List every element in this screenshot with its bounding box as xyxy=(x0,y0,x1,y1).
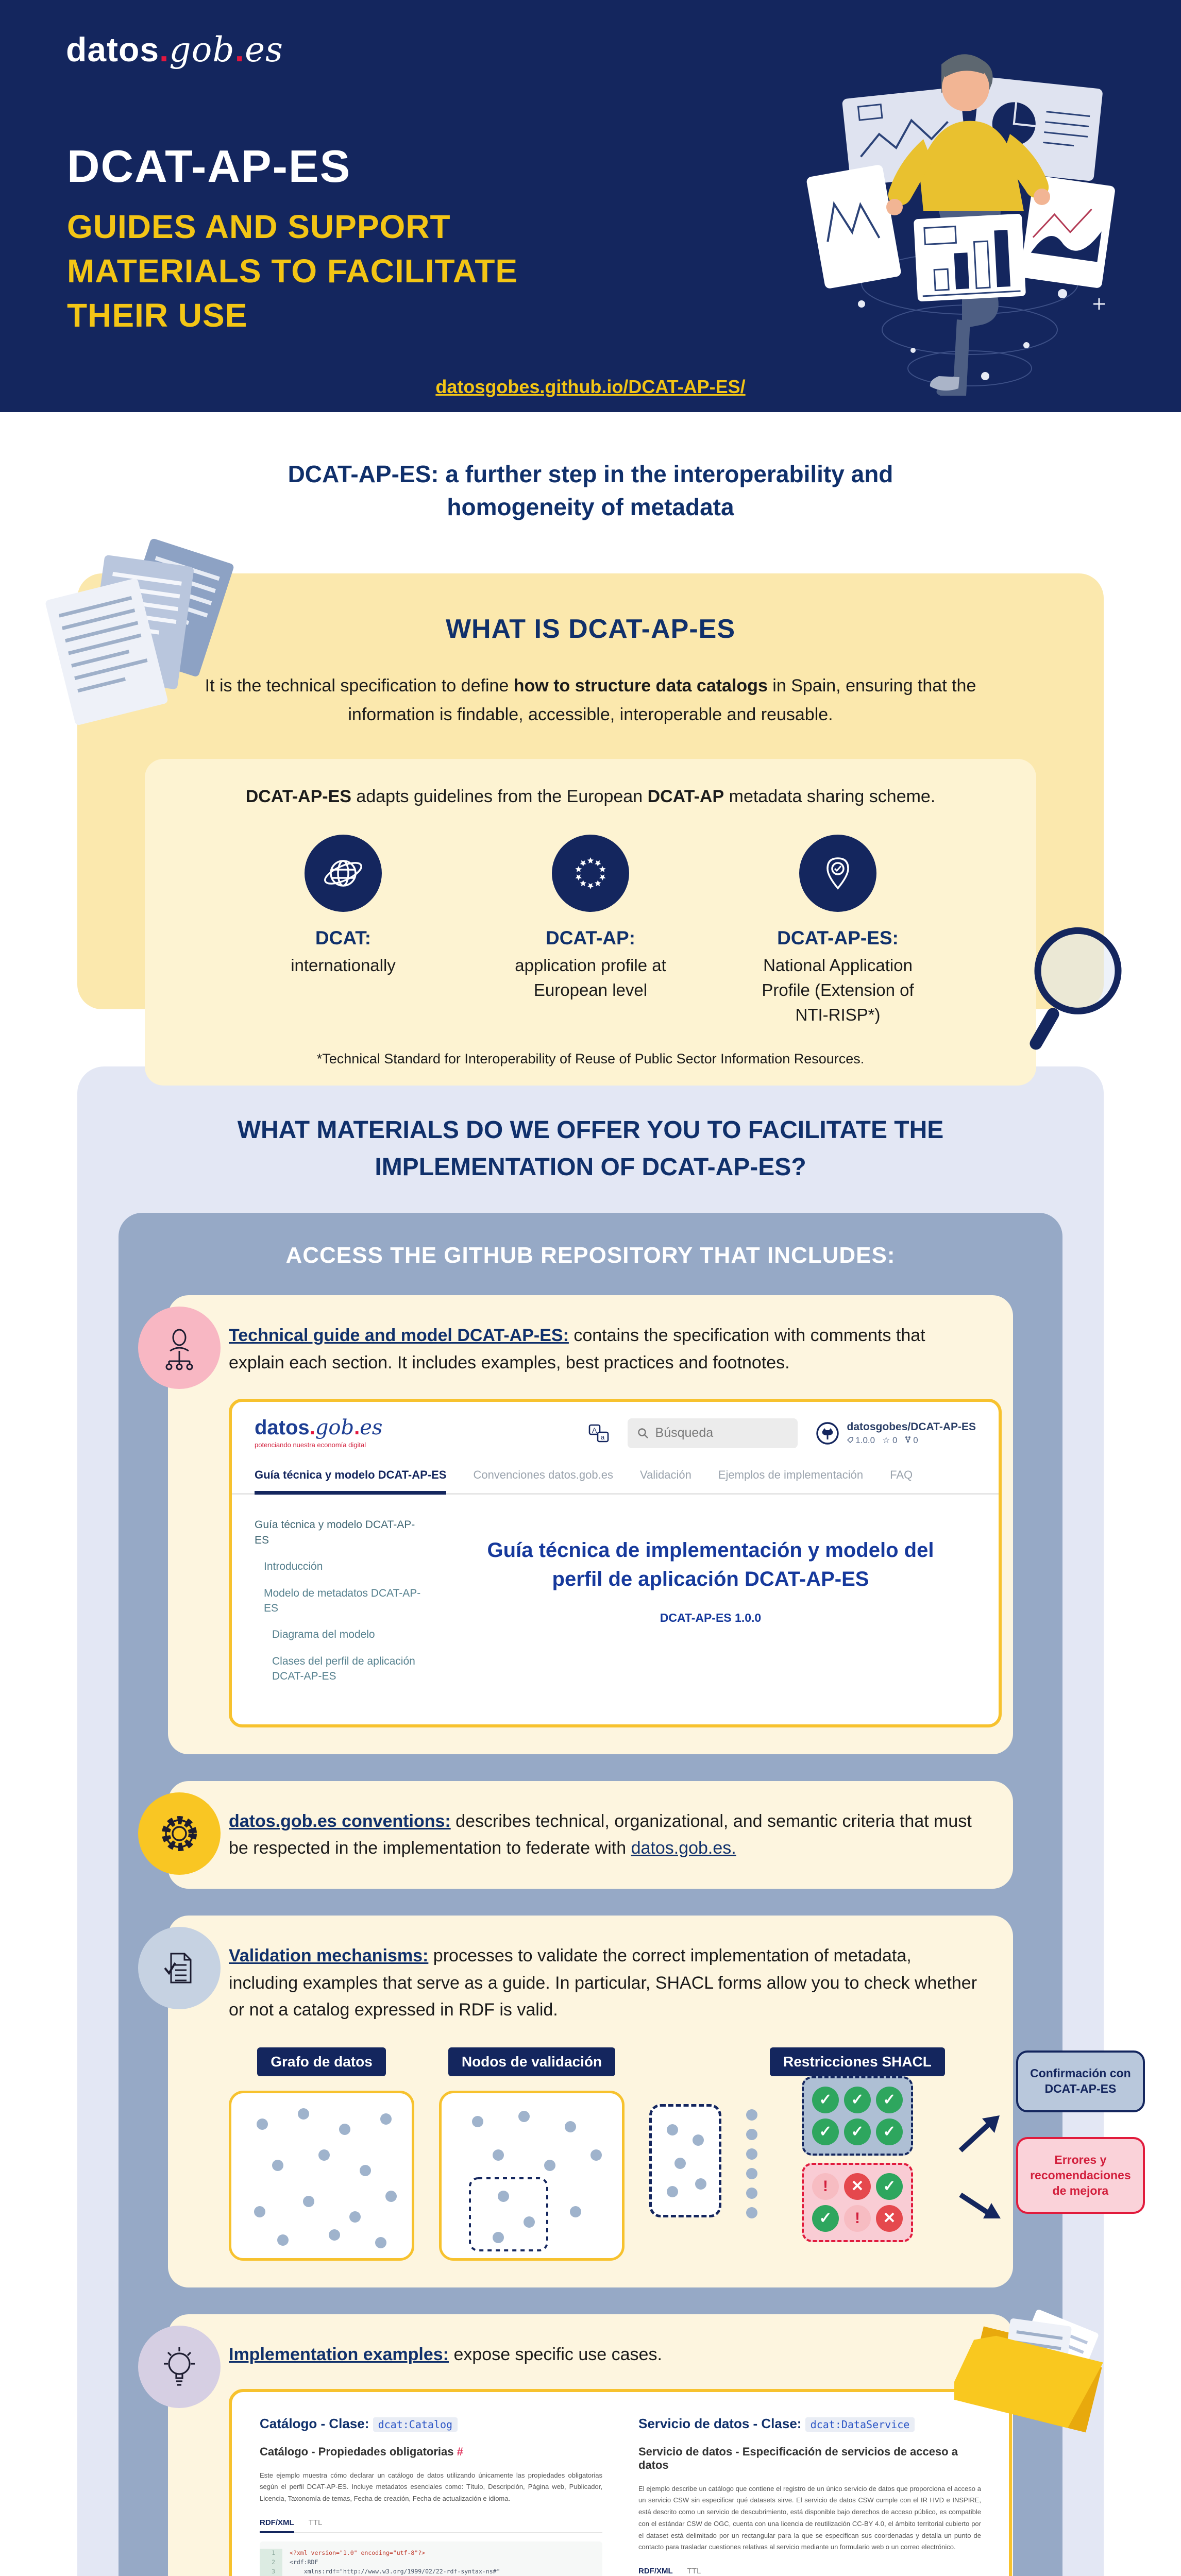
chip-nodos: Nodos de validación xyxy=(448,2047,616,2076)
tab-guia-tecnica[interactable]: Guía técnica y modelo DCAT-AP-ES xyxy=(255,1468,447,1495)
implementation-text: Implementation examples: expose specific… xyxy=(229,2344,662,2364)
translate-icon[interactable]: A a xyxy=(587,1422,610,1445)
tab-validacion[interactable]: Validación xyxy=(639,1468,691,1482)
tab-faq[interactable]: FAQ xyxy=(890,1468,913,1482)
tab-ejemplos[interactable]: Ejemplos de implementación xyxy=(718,1468,864,1482)
sidebar-item[interactable]: Modelo de metadatos DCAT-AP-ES xyxy=(264,1587,421,1614)
card-implementation-examples: Implementation examples: expose specific… xyxy=(138,2314,1013,2576)
hero-header: datos.gob.es xyxy=(0,0,1181,412)
errors-box: Errores y recomendaciones de mejora xyxy=(1016,2137,1145,2214)
code-chip: dcat:DataService xyxy=(805,2417,915,2432)
adapt-box: DCAT-AP-ES adapts guidelines from the Eu… xyxy=(145,758,1036,1086)
pillar-dcat-ap-es: DCAT-AP-ES: National Application Profile… xyxy=(753,834,923,1027)
gear-icon xyxy=(138,1792,221,1875)
what-is-heading: WHAT IS DCAT-AP-ES xyxy=(445,614,736,644)
adapt-lead: DCAT-AP-ES adapts guidelines from the Eu… xyxy=(245,786,936,806)
shot-logo: datos.gob.es potenciando nuestra economí… xyxy=(255,1416,383,1449)
intro-title: DCAT-AP-ES: a further step in the intero… xyxy=(288,461,893,521)
pillar-dcat-ap: DCAT-AP: application profile at European… xyxy=(505,834,676,1027)
conventions-text: datos.gob.es conventions: describes tech… xyxy=(229,1811,972,1858)
site-page-title: Guía técnica de implementación y modelo … xyxy=(487,1539,934,1591)
forks-stat: 0 xyxy=(905,1435,918,1446)
card-validation: Validation mechanisms: processes to vali… xyxy=(138,1915,1145,2287)
papers-illustration xyxy=(45,538,234,725)
version-stat: 1.0.0 xyxy=(847,1435,875,1446)
tab-rdf-xml[interactable]: RDF/XML xyxy=(260,2518,294,2533)
hero-repo-link[interactable]: datosgobes.github.io/DCAT-AP-ES/ xyxy=(435,376,746,397)
shacl-fail-grid: ! ✕ ✓ ✓! ✕ xyxy=(801,2162,913,2242)
page-title: DCAT-AP-ES xyxy=(67,141,351,192)
globe-icon xyxy=(305,834,382,912)
github-repo-chip[interactable]: datosgobes/DCAT-AP-ES 1.0.0 ☆ 0 0 xyxy=(815,1421,976,1446)
card-technical-guide: Technical guide and model DCAT-AP-ES: co… xyxy=(138,1295,1013,1754)
svg-text:a: a xyxy=(601,1433,605,1441)
implementation-screenshot: Catálogo - Clase: dcat:Catalog Catálogo … xyxy=(229,2388,1012,2576)
page-subtitle: GUIDES AND SUPPORT MATERIALS TO FACILITA… xyxy=(67,208,518,334)
intro-section: DCAT-AP-ES: a further step in the intero… xyxy=(0,412,1181,1086)
org-chart-person-icon xyxy=(138,1307,221,1389)
document-check-icon xyxy=(138,1926,221,2009)
dataservice-example-column: Servicio de datos - Clase: dcat:DataServ… xyxy=(638,2416,981,2576)
validation-diagram: Grafo de datos Nodos de validación xyxy=(229,2047,1145,2261)
sidebar-item[interactable]: Guía técnica y modelo DCAT-AP-ES xyxy=(255,1519,415,1546)
what-is-description: It is the technical specification to def… xyxy=(205,675,976,724)
lightbulb-icon xyxy=(138,2325,221,2408)
site-page-version: DCAT-AP-ES 1.0.0 xyxy=(660,1611,762,1625)
datos-gob-es-logo: datos.gob.es xyxy=(66,30,283,70)
person-data-illustration xyxy=(806,54,1115,396)
nti-risp-footnote: *Technical Standard for Interoperability… xyxy=(316,1050,865,1066)
validation-nodes-box xyxy=(439,2090,625,2261)
arrow-down-right-icon xyxy=(959,2192,1001,2218)
materials-subtitle: ACCESS THE GITHUB REPOSITORY THAT INCLUD… xyxy=(285,1243,896,1268)
materials-title: WHAT MATERIALS DO WE OFFER YOU TO FACILI… xyxy=(237,1116,944,1181)
chip-grafo: Grafo de datos xyxy=(257,2047,386,2076)
map-pin-check-icon xyxy=(799,834,876,912)
datos-gob-es-link[interactable]: datos.gob.es. xyxy=(631,1838,736,1858)
search-input[interactable]: Búsqueda xyxy=(627,1418,798,1448)
search-icon xyxy=(637,1428,648,1438)
tab-rdf-xml[interactable]: RDF/XML xyxy=(638,2567,673,2576)
tab-ttl[interactable]: TTL xyxy=(308,2518,323,2527)
code-chip: dcat:Catalog xyxy=(373,2417,458,2432)
stars-stat: ☆ 0 xyxy=(882,1435,898,1445)
data-graph-box xyxy=(229,2090,414,2261)
tab-convenciones[interactable]: Convenciones datos.gob.es xyxy=(473,1468,613,1482)
github-icon xyxy=(816,1422,839,1445)
what-is-box: WHAT IS DCAT-AP-ES It is the technical s… xyxy=(45,538,1122,1086)
site-tabs: Guía técnica y modelo DCAT-AP-ES Convenc… xyxy=(232,1458,999,1495)
logo-datos: datos xyxy=(66,30,160,69)
magnifier-illustration xyxy=(1030,927,1122,1050)
folder-illustration xyxy=(954,2310,1103,2433)
tab-ttl[interactable]: TTL xyxy=(687,2567,701,2576)
materials-section: WHAT MATERIALS DO WE OFFER YOU TO FACILI… xyxy=(77,1066,1145,2576)
catalog-example-column: Catálogo - Clase: dcat:Catalog Catálogo … xyxy=(260,2416,602,2576)
github-site-screenshot: datos.gob.es potenciando nuestra economí… xyxy=(229,1399,1002,1727)
sidebar-item[interactable]: Introducción xyxy=(264,1561,323,1573)
svg-text:A: A xyxy=(592,1426,597,1434)
eu-stars-icon xyxy=(552,834,629,912)
github-materials-box: ACCESS THE GITHUB REPOSITORY THAT INCLUD… xyxy=(119,1213,1145,2576)
sidebar-item[interactable]: Diagrama del modelo xyxy=(272,1629,375,1641)
arrow-up-right-icon xyxy=(958,2115,1000,2153)
chip-shacl: Restricciones SHACL xyxy=(770,2047,945,2076)
stream-dots xyxy=(746,2109,757,2218)
site-sidebar: Guía técnica y modelo DCAT-AP-ES Introdu… xyxy=(255,1517,425,1695)
card-conventions: datos.gob.es conventions: describes tech… xyxy=(138,1781,1013,1889)
confirmation-box: Confirmación con DCAT-AP-ES xyxy=(1016,2050,1145,2112)
catalog-code-block: 1 <?xml version="1.0" encoding="utf-8"?> … xyxy=(260,2541,602,2576)
technical-guide-text: Technical guide and model DCAT-AP-ES: co… xyxy=(229,1326,925,1372)
selected-nodes-box xyxy=(649,2104,721,2217)
shacl-pass-grid: ✓ ✓ ✓ ✓ ✓ ✓ xyxy=(801,2076,913,2156)
sidebar-item[interactable]: Clases del perfil de aplicación DCAT-AP-… xyxy=(272,1655,415,1683)
pillar-dcat: DCAT: internationally xyxy=(258,834,428,1027)
validation-text: Validation mechanisms: processes to vali… xyxy=(229,1945,977,2020)
